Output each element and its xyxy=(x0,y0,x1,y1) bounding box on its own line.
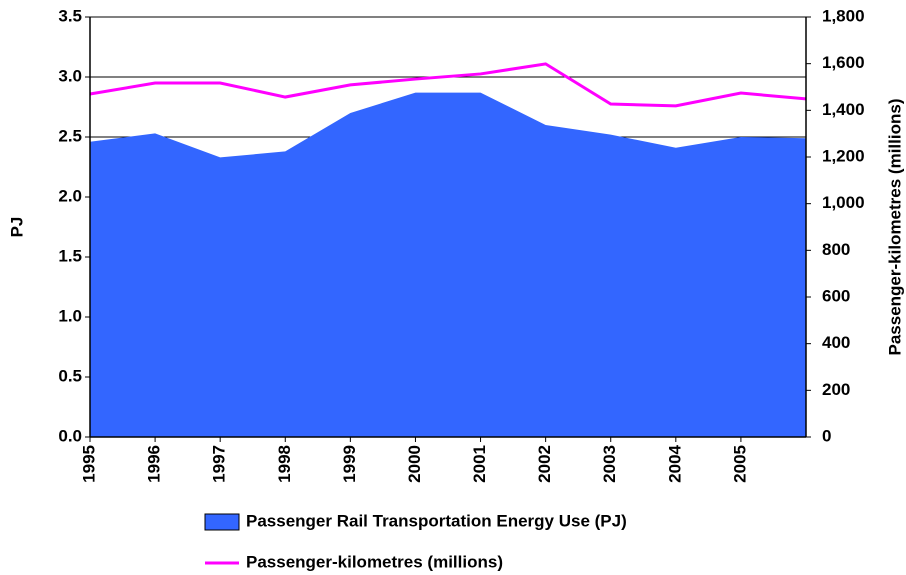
y2-tick-label: 200 xyxy=(822,380,850,399)
y2-tick-label: 0 xyxy=(822,426,831,445)
y-tick-label: 0.0 xyxy=(58,426,82,445)
y2-tick-label: 1,200 xyxy=(822,146,865,165)
y-tick-label: 1.5 xyxy=(58,246,82,265)
x-tick-label: 2002 xyxy=(535,445,554,483)
y2-tick-label: 1,600 xyxy=(822,53,865,72)
x-tick-label: 2003 xyxy=(600,445,619,483)
x-tick-label: 2000 xyxy=(405,445,424,483)
y-tick-label: 2.0 xyxy=(58,186,82,205)
y-tick-label: 0.5 xyxy=(58,366,82,385)
area xyxy=(90,92,806,437)
y2-tick-label: 1,800 xyxy=(822,6,865,25)
line xyxy=(89,62,807,108)
x-tick-label: 1997 xyxy=(210,445,229,483)
y-tick-label: 3.0 xyxy=(58,66,82,85)
legend-label: Passenger Rail Transportation Energy Use… xyxy=(246,511,627,530)
y-tick-label: 2.5 xyxy=(58,126,82,145)
x-tick-label: 1999 xyxy=(340,445,359,483)
y2-tick-label: 1,400 xyxy=(822,100,865,119)
y2-tick-label: 800 xyxy=(822,240,850,259)
x-tick-label: 2001 xyxy=(470,445,489,483)
y-axis-label: PJ xyxy=(7,217,26,238)
x-tick-label: 2004 xyxy=(665,444,684,482)
y2-tick-label: 400 xyxy=(822,333,850,352)
x-tick-label: 2005 xyxy=(730,445,749,483)
legend-label: Passenger-kilometres (millions) xyxy=(246,552,503,571)
y-tick-label: 3.5 xyxy=(58,6,82,25)
legend-swatch xyxy=(204,513,240,531)
y2-axis-label: Passenger-kilometres (millions) xyxy=(885,99,904,356)
x-tick-label: 1996 xyxy=(145,445,164,483)
y-tick-label: 1.0 xyxy=(58,306,82,325)
x-tick-label: 1995 xyxy=(79,445,98,483)
x-tick-label: 1998 xyxy=(275,445,294,483)
y2-tick-label: 600 xyxy=(822,286,850,305)
y2-tick-label: 1,000 xyxy=(822,193,865,212)
